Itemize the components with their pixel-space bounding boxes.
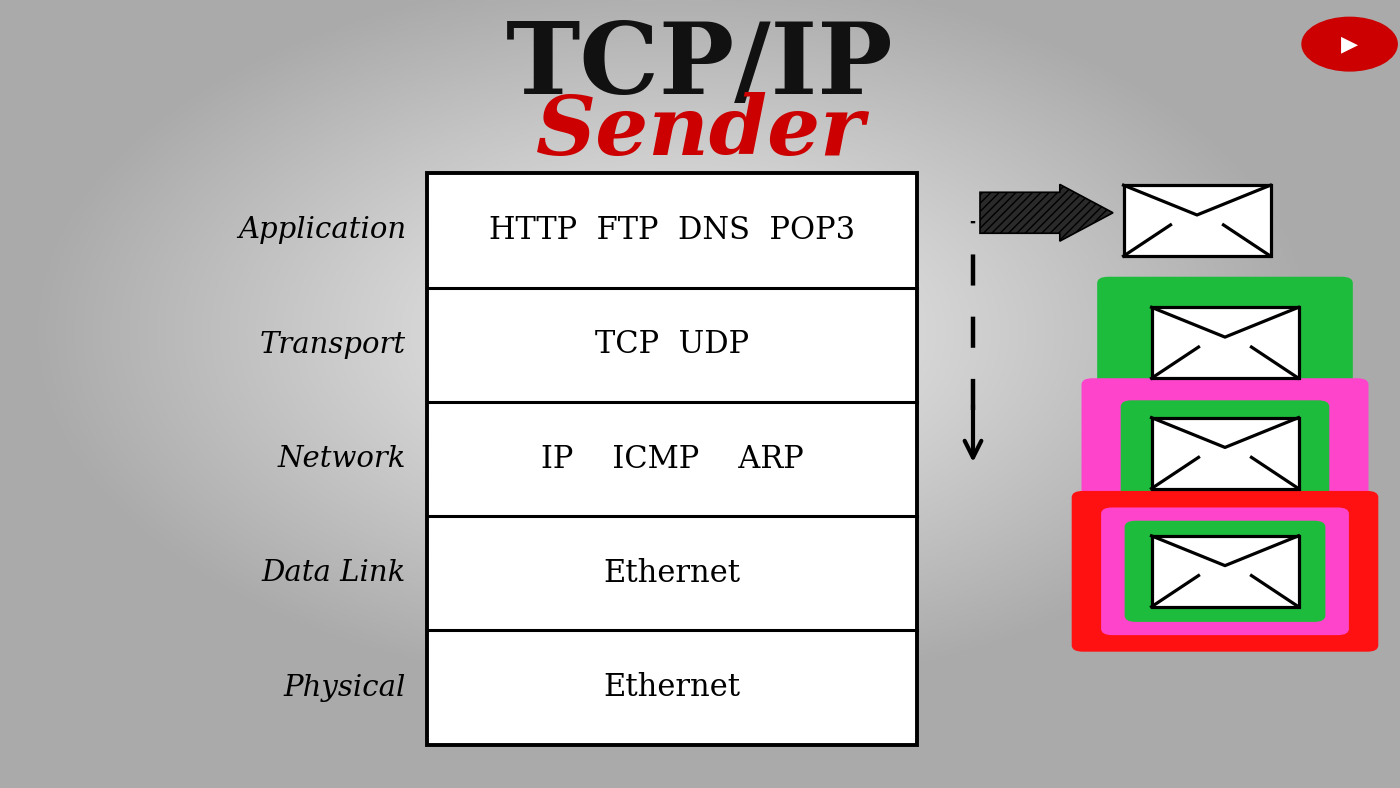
Text: Data Link: Data Link [262, 559, 406, 587]
Text: HTTP  FTP  DNS  POP3: HTTP FTP DNS POP3 [489, 215, 855, 246]
Text: Ethernet: Ethernet [603, 672, 741, 703]
Text: Physical: Physical [284, 674, 406, 701]
FancyArrow shape [980, 184, 1113, 241]
Bar [1151, 536, 1299, 607]
Bar [1151, 418, 1299, 489]
FancyBboxPatch shape [1100, 507, 1350, 635]
Text: IP    ICMP    ARP: IP ICMP ARP [540, 444, 804, 474]
FancyBboxPatch shape [1124, 521, 1326, 622]
Circle shape [1302, 17, 1397, 71]
Text: Sender: Sender [535, 92, 865, 173]
FancyBboxPatch shape [1081, 378, 1369, 528]
Text: Network: Network [277, 445, 406, 473]
FancyBboxPatch shape [1098, 277, 1352, 409]
FancyBboxPatch shape [1072, 491, 1378, 652]
Text: Transport: Transport [260, 331, 406, 359]
Bar [1151, 307, 1299, 378]
Text: Ethernet: Ethernet [603, 558, 741, 589]
Text: ▶: ▶ [1341, 34, 1358, 54]
FancyBboxPatch shape [1120, 400, 1330, 506]
Text: Application: Application [238, 217, 406, 244]
Bar [1123, 185, 1271, 256]
Bar [427, 173, 917, 745]
Text: TCP  UDP: TCP UDP [595, 329, 749, 360]
Text: TCP/IP: TCP/IP [507, 18, 893, 116]
